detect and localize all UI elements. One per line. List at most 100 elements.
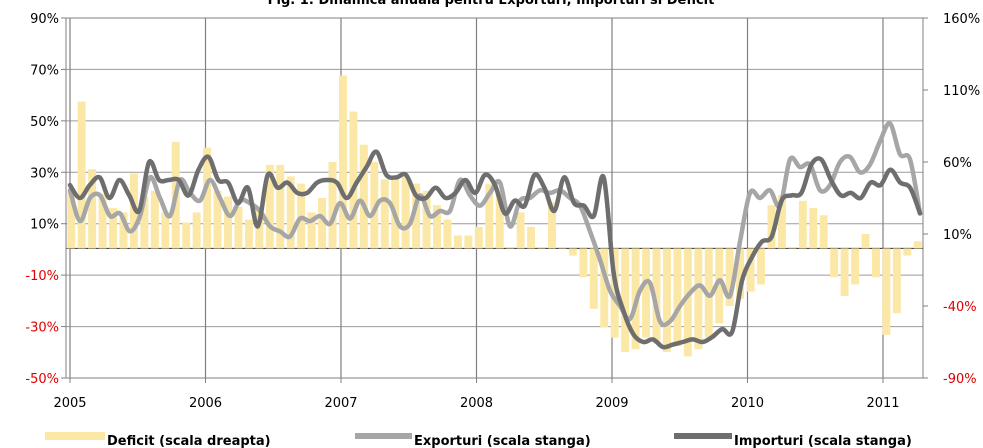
imports-line [67, 149, 923, 350]
plot-frame [65, 17, 924, 379]
right-tick-label: 10% [943, 228, 972, 243]
deficit-bar [370, 162, 379, 249]
x-tick-label: 2011 [866, 396, 899, 411]
deficit-bar [203, 147, 212, 249]
left-tick-label: 70% [30, 63, 59, 78]
deficit-bar [788, 248, 797, 249]
legend-label-deficit: Deficit (scala dreapta) [107, 434, 271, 448]
deficit-bar [767, 205, 776, 249]
left-tick-label: 30% [30, 166, 59, 181]
legend: Deficit (scala dreapta) Exporturi (scala… [45, 432, 912, 448]
deficit-bar [903, 248, 912, 256]
deficit-bar [673, 248, 682, 347]
deficit-bar [809, 208, 818, 249]
legend-label-exports: Exporturi (scala stanga) [414, 434, 591, 448]
deficit-bar [380, 179, 389, 249]
deficit-bar [150, 190, 159, 249]
deficit-bar [422, 190, 431, 249]
deficit-bar [882, 248, 891, 335]
deficit-bar [558, 248, 567, 249]
deficit-bar [610, 248, 619, 338]
left-tick-label: 50% [30, 115, 59, 130]
deficit-bar [119, 212, 128, 249]
deficit-bar [840, 248, 849, 296]
deficit-bar [307, 212, 316, 249]
deficit-bar [621, 248, 630, 353]
deficit-bar [589, 248, 598, 309]
deficit-bar [161, 212, 170, 249]
deficit-bar [485, 183, 494, 249]
deficit-bar [694, 248, 703, 350]
right-tick-label: 110% [943, 84, 980, 99]
left-tick-label: -50% [25, 372, 59, 387]
deficit-bar [819, 215, 828, 249]
left-tick-label: 10% [30, 218, 59, 233]
deficit-bar [715, 248, 724, 324]
deficit-bar [98, 193, 107, 249]
deficit-bar [453, 235, 462, 249]
deficit-bar [642, 248, 651, 338]
deficit-bar [140, 196, 149, 249]
deficit-bar [757, 248, 765, 285]
left-tick-label: -30% [25, 321, 59, 336]
deficit-bar [318, 198, 327, 249]
deficit-bar [798, 200, 807, 249]
deficit-bar [652, 248, 661, 344]
deficit-bar [401, 176, 410, 249]
deficit-bar [77, 101, 86, 249]
deficit-bar [328, 162, 337, 249]
right-tick-label: 160% [943, 12, 980, 27]
deficit-bars [67, 75, 922, 357]
deficit-bar [244, 219, 253, 249]
deficit-bar [265, 164, 274, 249]
deficit-bar [349, 111, 358, 249]
right-tick-label: -40% [943, 300, 977, 315]
deficit-bar [412, 183, 421, 249]
deficit-bar [725, 248, 734, 306]
deficit-bar [662, 248, 671, 353]
deficit-bar [777, 195, 786, 249]
deficit-bar [913, 241, 922, 249]
deficit-bar [548, 202, 556, 249]
x-axis-ticks: 2005 2006 2007 2008 2009 2010 2011 [53, 378, 900, 411]
deficit-bar [109, 208, 118, 249]
plot-border [65, 17, 924, 379]
deficit-bar [830, 248, 839, 278]
chart-title: Fig. 1: Dinamica anuala pentru Exporturi… [268, 0, 715, 8]
legend-swatch-deficit [45, 432, 105, 440]
deficit-bar [192, 212, 201, 249]
deficit-bar [359, 144, 368, 249]
deficit-bar [516, 212, 525, 249]
deficit-bar [861, 234, 870, 249]
deficit-bar [286, 176, 295, 249]
x-tick-label: 2010 [731, 396, 764, 411]
left-tick-label: -10% [25, 269, 59, 284]
deficit-bar [213, 190, 222, 249]
right-tick-label: 60% [943, 156, 972, 171]
deficit-bar [527, 226, 536, 249]
left-axis-ticks: 90% 70% 50% 30% 10% -10% -30% -50% [25, 12, 66, 387]
deficit-bar [464, 235, 473, 249]
deficit-bar [871, 248, 880, 278]
deficit-bar [746, 248, 755, 292]
deficit-bar [234, 206, 243, 249]
deficit-bar [67, 190, 76, 249]
deficit-bar [579, 248, 588, 278]
deficit-bar [506, 248, 515, 249]
x-tick-label: 2005 [53, 396, 86, 411]
x-tick-label: 2007 [324, 396, 357, 411]
right-axis-ticks: 160% 110% 60% 10% -40% -90% [923, 12, 980, 387]
deficit-bar [276, 164, 285, 249]
series-lines [67, 121, 923, 350]
deficit-bar [224, 196, 232, 249]
legend-label-imports: Importuri (scala stanga) [734, 434, 912, 448]
deficit-bar [255, 208, 264, 249]
deficit-bar [683, 248, 692, 357]
deficit-bar [88, 169, 97, 249]
deficit-bar [474, 226, 483, 249]
right-tick-label: -90% [943, 372, 977, 387]
x-tick-label: 2006 [189, 396, 222, 411]
deficit-bar [443, 219, 452, 249]
deficit-bar [568, 248, 577, 256]
